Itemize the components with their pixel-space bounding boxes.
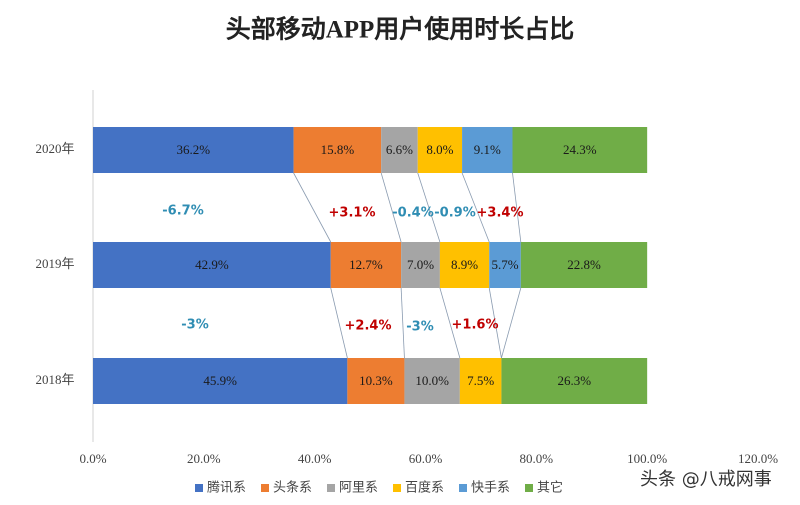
legend-label: 腾讯系 [207, 480, 246, 496]
bar-segment [93, 242, 331, 288]
x-tick-label: 100.0% [627, 451, 667, 466]
change-annotation: -6.7% [162, 204, 203, 219]
data-label: 10.0% [415, 373, 449, 388]
chart-title: 头部移动APP用户使用时长占比 [226, 15, 575, 44]
data-label: 7.0% [407, 257, 434, 272]
data-label: 7.5% [467, 373, 494, 388]
connector [293, 172, 332, 243]
data-label: 8.0% [426, 142, 453, 157]
connector [380, 172, 402, 243]
y-tick-label: 2018年 [35, 372, 74, 387]
connector [512, 172, 522, 243]
bar-segment [520, 242, 648, 288]
x-tick-label: 120.0% [738, 451, 778, 466]
legend-label: 头条系 [273, 480, 312, 496]
data-label: 5.7% [491, 257, 518, 272]
x-tick-label: 80.0% [520, 451, 554, 466]
change-annotation: +1.6% [452, 318, 499, 333]
change-annotation: +3.4% [477, 206, 524, 221]
x-tick-label: 20.0% [187, 451, 221, 466]
legend-label: 快手系 [471, 481, 510, 496]
connector [488, 287, 502, 359]
legend-swatch [459, 484, 467, 492]
change-annotation: -3% [406, 320, 433, 335]
data-label: 24.3% [563, 142, 597, 157]
bar-segment [401, 242, 440, 288]
connector [461, 172, 490, 243]
change-annotation: -3% [181, 318, 208, 333]
legend-swatch [327, 484, 335, 492]
change-annotation: +3.1% [329, 206, 376, 221]
data-label: 6.6% [386, 142, 413, 157]
legend-swatch [525, 484, 533, 492]
data-label: 8.9% [451, 257, 478, 272]
bar-segment [462, 127, 513, 173]
legend-label: 其它 [537, 480, 563, 496]
bar-segment [347, 358, 405, 404]
bar-segment [93, 127, 294, 173]
watermark: 头条 @八戒网事 [640, 469, 772, 490]
legend-swatch [195, 484, 203, 492]
bar-segment [330, 242, 402, 288]
legend-swatch [261, 484, 269, 492]
bar-segment [439, 242, 490, 288]
bar-segment [459, 358, 502, 404]
x-tick-label: 40.0% [298, 451, 332, 466]
data-label: 15.8% [321, 142, 355, 157]
connector [330, 287, 348, 359]
data-label: 9.1% [474, 142, 501, 157]
data-label: 26.3% [557, 373, 591, 388]
bar-segment [381, 127, 418, 173]
bar-segment [417, 127, 463, 173]
legend-label: 阿里系 [339, 481, 378, 496]
connector [417, 172, 441, 243]
connector [501, 287, 522, 359]
bar-segment [501, 358, 648, 404]
connector [400, 287, 405, 359]
data-label: 10.3% [359, 373, 393, 388]
data-label: 12.7% [349, 257, 383, 272]
bar-segment [404, 358, 460, 404]
bar-segment [93, 358, 348, 404]
data-label: 45.9% [203, 373, 237, 388]
data-label: 36.2% [177, 142, 211, 157]
x-tick-label: 60.0% [409, 451, 443, 466]
y-tick-label: 2020年 [35, 141, 74, 156]
x-tick-label: 0.0% [79, 451, 106, 466]
change-annotation: -0.9% [434, 206, 475, 221]
legend-swatch [393, 484, 401, 492]
y-tick-label: 2019年 [35, 256, 74, 271]
legend-label: 百度系 [405, 480, 444, 496]
data-label: 22.8% [567, 257, 601, 272]
bar-segment [489, 242, 521, 288]
change-annotation: -0.4% [392, 206, 433, 221]
change-annotation: +2.4% [345, 319, 392, 334]
data-label: 42.9% [195, 257, 229, 272]
bar-segment [293, 127, 382, 173]
bar-segment [512, 127, 648, 173]
connector [439, 287, 461, 359]
